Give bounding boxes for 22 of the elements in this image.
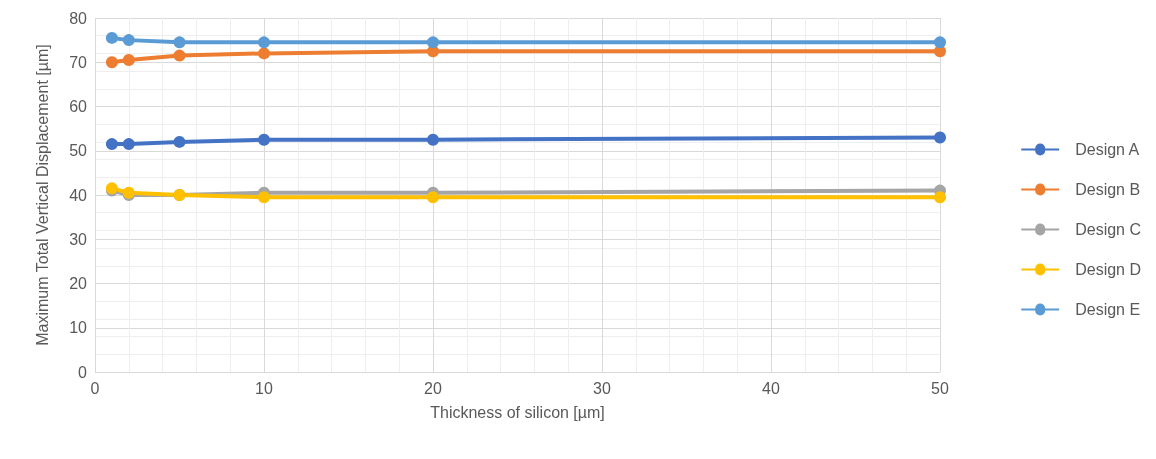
x-tick-label: 30	[593, 379, 611, 397]
legend-label: Design D	[1075, 261, 1142, 278]
y-tick-label: 70	[69, 53, 88, 71]
y-tick-label: 20	[69, 275, 88, 292]
y-tick-label: 40	[69, 186, 88, 204]
y-tick-label: 30	[69, 230, 88, 248]
x-axis-title: Thickness of silicon [µm]	[430, 403, 605, 421]
x-tick-label: 40	[762, 379, 780, 397]
x-tick-label: 50	[931, 379, 949, 397]
legend-label: Design A	[1075, 141, 1140, 158]
x-tick-label: 10	[255, 379, 273, 397]
y-axis-title: Maximum Total Vertical Displacement [µm]	[33, 44, 51, 346]
y-tick-label: 10	[69, 319, 88, 337]
legend-label: Design C	[1075, 221, 1142, 238]
legend-label: Design E	[1075, 301, 1141, 318]
y-tick-label: 50	[69, 142, 88, 160]
x-tick-label: 0	[90, 379, 100, 397]
y-tick-label: 80	[69, 9, 88, 27]
legend-label: Design B	[1075, 181, 1141, 198]
y-tick-label: 60	[69, 98, 88, 115]
y-tick-label: 0	[78, 363, 88, 381]
x-tick-label: 20	[424, 379, 442, 397]
